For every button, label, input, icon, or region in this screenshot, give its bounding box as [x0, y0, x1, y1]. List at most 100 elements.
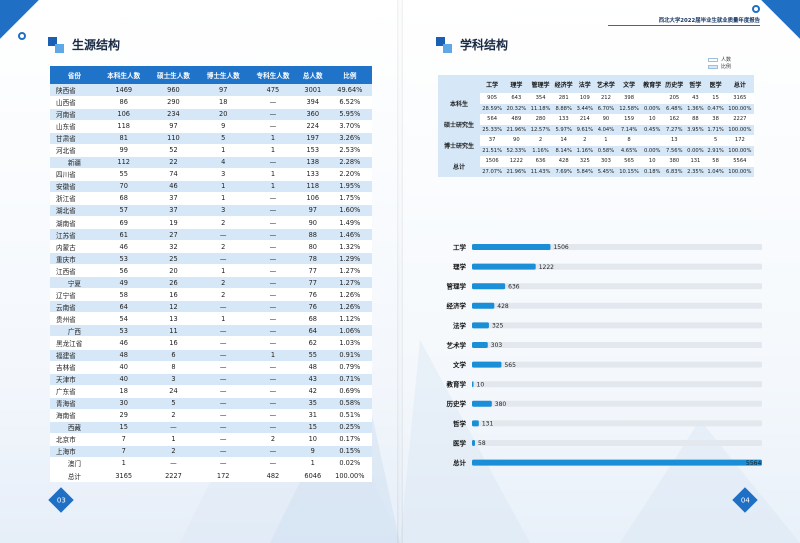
total-row: 总计 3165 2227 172 482 6046 100.00%: [50, 469, 372, 483]
table-cell: 29: [98, 409, 149, 422]
count-cell: 90: [594, 114, 617, 125]
bar: [472, 440, 476, 446]
bar: [472, 400, 492, 407]
table-cell: 3: [148, 373, 199, 386]
table-cell: 2: [248, 433, 298, 446]
table-cell: 5: [198, 132, 249, 145]
ratio-cell: 21.96%: [504, 124, 529, 135]
ratio-cell: 1.36%: [685, 103, 706, 114]
table-cell: 49: [98, 276, 149, 290]
table-cell: 9: [297, 445, 328, 458]
table-cell: 1: [198, 192, 249, 205]
ratio-cell: 11.43%: [528, 166, 553, 177]
legend-item: 比例: [708, 63, 752, 70]
table-cell: 138: [297, 156, 328, 169]
table-cell: 26: [148, 276, 199, 290]
table-cell: 46: [98, 240, 149, 254]
column-header: 哲学: [685, 75, 706, 93]
count-cell: 205: [663, 93, 686, 104]
table-cell: 1.27%: [327, 276, 372, 290]
table-cell: 广东省: [50, 385, 99, 398]
table-cell: 6.52%: [327, 96, 372, 109]
table-header-row: 省份 本科生人数 硕士生人数 博士生人数 专科生人数 总人数 比例: [50, 66, 372, 84]
table-row: 湖南省 69 19 2—90 1.49%: [50, 216, 372, 230]
table-cell: 重庆市: [50, 252, 99, 266]
bar: [472, 322, 489, 329]
table-cell: 88: [297, 228, 328, 242]
table-cell: 总计: [50, 469, 99, 483]
table-cell: 18: [198, 96, 249, 109]
count-cell: 2227: [725, 114, 754, 125]
table-cell: —: [248, 324, 298, 338]
count-cell: 3165: [725, 93, 754, 104]
table-cell: —: [198, 433, 249, 446]
count-cell: 14: [552, 135, 575, 146]
table-cell: —: [148, 457, 199, 471]
table-row: 山西省 86 290 18—394 6.52%: [50, 96, 372, 109]
table-cell: 湖北省: [50, 204, 99, 218]
ratio-cell: 21.96%: [504, 166, 529, 177]
table-row: 宁夏 49 26 2—77 1.27%: [50, 276, 372, 290]
count-row: 本科生 905 643 354 281 109 212 398 205 43 15 3165: [438, 93, 754, 114]
ratio-cell: 6.48%: [663, 103, 686, 114]
table-cell: 3: [198, 168, 249, 181]
table-row: 山东省 118 97 9—224 3.70%: [50, 120, 372, 133]
count-cell: 5564: [725, 156, 754, 167]
table-cell: 1: [248, 144, 298, 157]
table-cell: 0.71%: [327, 373, 372, 386]
table-cell: 0.69%: [327, 385, 372, 398]
table-cell: —: [198, 373, 249, 386]
ratio-cell: 100.00%: [725, 124, 754, 135]
group-label: 硕士研究生: [438, 114, 480, 135]
table-cell: 7: [98, 445, 149, 458]
table-cell: 5.95%: [327, 108, 372, 121]
table-cell: —: [248, 409, 298, 422]
table-cell: 64: [98, 300, 149, 314]
bar: [472, 361, 502, 368]
table-cell: 57: [98, 204, 149, 218]
table-cell: 97: [198, 84, 249, 97]
table-cell: 0.25%: [327, 421, 372, 434]
table-cell: 1: [198, 180, 249, 193]
count-cell: 159: [616, 114, 642, 125]
table-cell: 山东省: [50, 120, 99, 133]
table-cell: 1: [248, 349, 298, 362]
ratio-cell: 0.00%: [685, 145, 706, 156]
table-cell: 112: [98, 156, 149, 169]
ratio-cell: 25.33%: [480, 124, 505, 135]
table-row: 新疆 112 22 4—138 2.28%: [50, 156, 372, 169]
table-row: 广西 53 11— —64 1.06%: [50, 324, 372, 338]
table-cell: 河南省: [50, 108, 99, 121]
table-cell: 四川省: [50, 168, 99, 181]
table-cell: 2: [148, 409, 199, 422]
table-cell: 58: [98, 288, 149, 302]
table-cell: 118: [297, 180, 328, 193]
table-cell: 1.26%: [327, 288, 372, 302]
category-label: 艺术学: [447, 340, 467, 349]
legend-swatch: [708, 64, 718, 69]
subject-bar-chart: 工学 1506 理学 1222 管理学 636 经济学 428 法学 325 艺术学 303 文学 565…: [446, 242, 762, 467]
bar-value-label: 10: [477, 381, 485, 388]
column-header: 本科生人数: [98, 66, 149, 84]
bar-track: [472, 302, 762, 309]
table-cell: 61: [98, 228, 149, 242]
table-cell: 290: [148, 96, 199, 109]
table-row: 贵州省 54 13 1—68 1.12%: [50, 312, 372, 326]
table-cell: 澳门: [50, 457, 99, 471]
table-cell: 江西省: [50, 264, 99, 278]
ratio-cell: 0.47%: [705, 103, 726, 114]
table-cell: 5: [148, 397, 199, 410]
table-cell: 2.20%: [327, 168, 372, 181]
group-label: 本科生: [438, 93, 480, 114]
table-cell: 黑龙江省: [50, 336, 99, 350]
table-row: 安徽省 70 46 1 1 118 1.95%: [50, 180, 372, 193]
table-cell: 陕西省: [50, 84, 99, 97]
table-cell: —: [248, 240, 298, 254]
ratio-row: 28.59% 20.32% 11.18% 8.88% 3.44% 6.70% 12.58% 0…: [438, 103, 754, 114]
column-header: 经济学: [552, 75, 575, 93]
column-header: 文学: [616, 75, 642, 93]
table-body: 陕西省 1469 960 97 475 3001 49.64% 山西省 86 290 18—394 6…: [50, 84, 372, 483]
table-cell: 81: [98, 132, 149, 145]
bar: [472, 420, 479, 427]
